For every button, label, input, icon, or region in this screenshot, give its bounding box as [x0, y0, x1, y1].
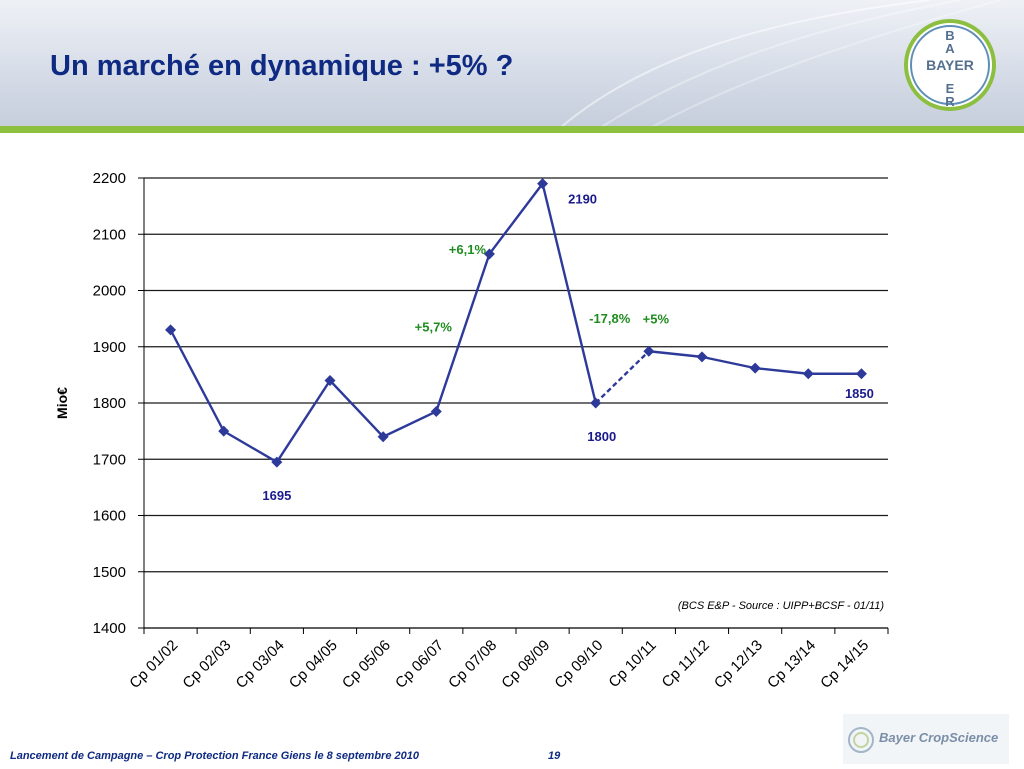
page-title: Un marché en dynamique : +5% ?	[50, 50, 514, 82]
series-line-segment	[701, 355, 756, 370]
data-label: 2190	[568, 192, 597, 207]
y-tick-label: 1900	[93, 339, 126, 356]
data-point	[483, 248, 495, 260]
x-tick-label: Cp 03/04	[233, 637, 288, 692]
x-tick-label: Cp 09/10	[551, 637, 606, 692]
series-line-segment	[648, 350, 703, 359]
x-tick-label: Cp 14/15	[817, 637, 872, 692]
data-point	[430, 405, 442, 417]
data-point	[377, 431, 389, 443]
data-label: +5,7%	[415, 319, 453, 334]
svg-text:R: R	[945, 94, 955, 109]
page-number: 19	[548, 750, 561, 762]
x-tick-label: Cp 02/03	[179, 637, 234, 692]
data-point	[165, 324, 177, 336]
slide-header: Un marché en dynamique : +5% ?	[0, 0, 1024, 128]
data-point	[855, 368, 867, 380]
y-tick-label: 2200	[93, 170, 126, 187]
x-tick-label: Cp 08/09	[498, 637, 553, 692]
svg-text:A: A	[945, 41, 955, 56]
data-point	[696, 351, 708, 363]
footer-text: Lancement de Campagne – Crop Protection …	[10, 750, 419, 762]
header-decoration	[559, 0, 1001, 128]
x-tick-label: Cp 06/07	[392, 637, 447, 692]
source-note: (BCS E&P - Source : UIPP+BCSF - 01/11)	[678, 600, 884, 612]
y-tick-label: 1500	[93, 564, 126, 581]
data-label: -17,8%	[589, 311, 631, 326]
bayer-logo: B A E R BAYER	[904, 19, 996, 111]
header-accent-bar	[0, 126, 1024, 133]
x-tick-label: Cp 07/08	[445, 637, 500, 692]
data-point	[590, 397, 602, 409]
data-label: 1800	[587, 429, 616, 444]
data-label: +5%	[643, 311, 670, 326]
line-chart: 1400 1500 1600 1700 1800 1900 2000 2100 2200 Cp 0…	[54, 170, 889, 692]
series-line-segment	[275, 379, 332, 463]
data-point	[324, 375, 336, 386]
svg-text:B: B	[945, 28, 954, 43]
y-tick-label: 2000	[93, 283, 126, 300]
data-point	[802, 368, 814, 380]
series-line-segment	[169, 329, 225, 432]
y-tick-label: 1600	[93, 508, 126, 525]
series-line-segment	[488, 182, 544, 255]
y-tick-label: 1800	[93, 395, 126, 412]
x-tick-label: Cp 12/13	[711, 637, 766, 692]
data-point	[537, 178, 549, 190]
x-tick-label: Cp 11/12	[659, 637, 713, 691]
y-tick-label: 1700	[93, 451, 126, 468]
data-label: 1850	[845, 386, 874, 401]
x-tick-label: Cp 05/06	[339, 637, 394, 692]
x-tick-label: Cp 04/05	[286, 637, 341, 692]
series-line-segment	[594, 350, 650, 404]
series-line-segment	[329, 379, 385, 438]
svg-text:BAYER: BAYER	[926, 57, 974, 73]
series-line-segment	[382, 410, 437, 438]
data-label: 1695	[262, 488, 291, 503]
data-point	[218, 425, 230, 437]
cropscience-logo: Bayer CropScience	[843, 714, 1009, 764]
series-line-segment	[223, 430, 278, 464]
data-point	[643, 345, 655, 357]
series-line-segment	[755, 366, 809, 375]
data-point	[271, 456, 283, 468]
x-tick-label: Cp 13/14	[764, 637, 819, 692]
svg-text:E: E	[946, 81, 955, 96]
data-label: +6,1%	[449, 242, 487, 257]
series-line-segment	[435, 253, 491, 412]
y-axis-label: Mio€	[54, 387, 70, 419]
x-tick-label: Cp 01/02	[126, 637, 181, 692]
x-tick-label: Cp 10/11	[605, 637, 659, 691]
y-tick-label: 2100	[93, 226, 126, 243]
cropscience-icon	[843, 714, 1009, 764]
y-tick-label: 1400	[93, 620, 126, 637]
data-point	[749, 362, 761, 374]
series-line-segment	[541, 183, 597, 404]
brand-text: Bayer CropScience	[879, 730, 999, 745]
